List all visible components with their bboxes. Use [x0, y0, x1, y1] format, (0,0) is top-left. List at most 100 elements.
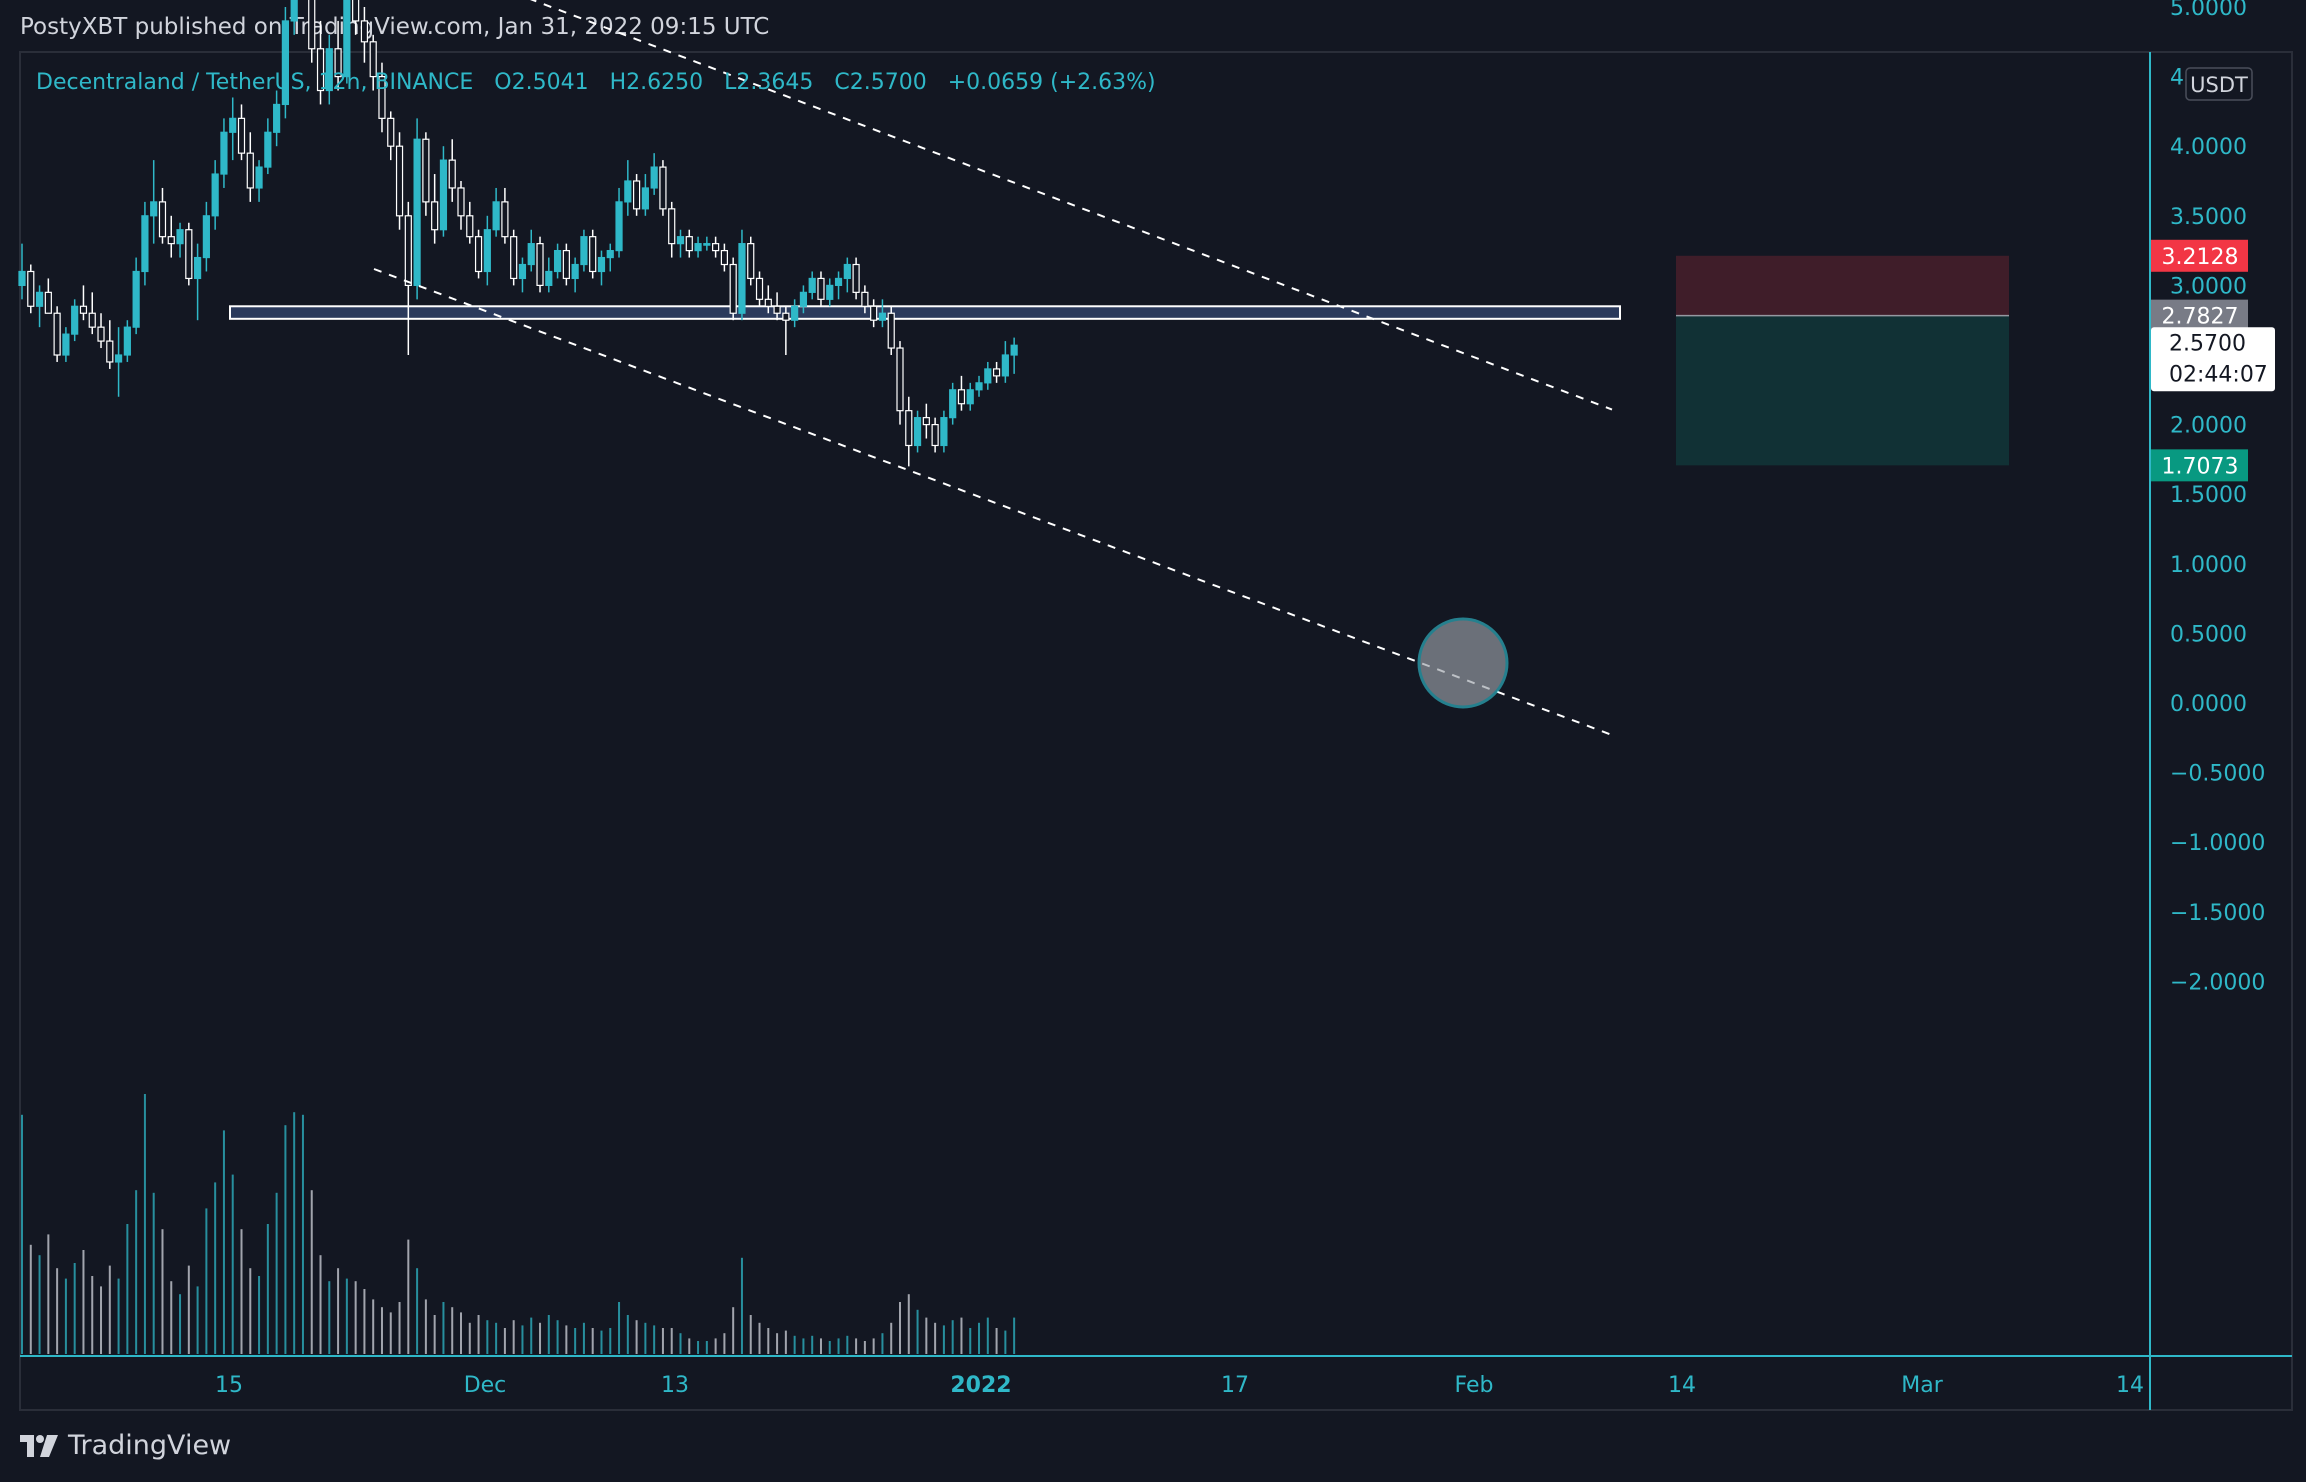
candle-body — [220, 131, 228, 175]
highlight-circle — [1417, 617, 1509, 709]
candle-body — [843, 263, 851, 280]
volume-bar — [539, 1322, 542, 1354]
candle — [826, 278, 834, 307]
candle-body — [114, 354, 123, 363]
legend-symbol[interactable]: Decentraland / TetherUS, 12h, BINANCE — [36, 70, 474, 95]
candle-body — [966, 389, 974, 405]
candle — [913, 410, 922, 453]
candle — [580, 229, 588, 272]
volume-bar — [249, 1268, 252, 1354]
candle — [334, 20, 342, 91]
candle — [975, 375, 983, 397]
time-tick-label: 13 — [661, 1373, 689, 1398]
candle-body — [545, 270, 553, 287]
candle-body — [553, 250, 562, 273]
volume-bar — [512, 1320, 515, 1354]
tradingview-brand[interactable]: TradingView — [20, 1430, 231, 1461]
volume-bar — [574, 1328, 577, 1354]
candle-body — [18, 270, 26, 287]
volume-bar — [214, 1182, 217, 1354]
candle — [106, 320, 114, 369]
candle — [325, 34, 333, 105]
candle — [527, 229, 535, 272]
candle — [755, 271, 764, 307]
volume-bar — [407, 1239, 410, 1354]
volume-bar — [969, 1328, 972, 1354]
candle-body — [369, 41, 377, 78]
currency-badge[interactable]: USDT — [2185, 67, 2253, 101]
candle-body — [878, 312, 887, 321]
volume-bar — [73, 1263, 76, 1354]
stop-loss-tag-label: 3.2128 — [2162, 245, 2239, 270]
volume-bar — [108, 1265, 111, 1354]
candle — [88, 292, 96, 335]
time-tick-label: 14 — [1668, 1373, 1696, 1398]
volume-bar — [881, 1333, 884, 1354]
volume-bar — [231, 1174, 234, 1354]
candle-body — [764, 298, 772, 307]
candle — [518, 257, 527, 293]
volume-bar — [389, 1312, 392, 1354]
candle — [264, 118, 272, 175]
candle — [791, 299, 799, 328]
descending-trendline — [529, 0, 1613, 411]
volume-bar — [661, 1328, 664, 1354]
price-tick-label: 3.5000 — [2170, 205, 2247, 230]
candle-body — [237, 117, 246, 154]
volume-bar — [152, 1192, 155, 1354]
candle-body — [62, 333, 70, 356]
candle-body — [773, 305, 781, 314]
volume-bar — [38, 1255, 41, 1354]
candle-body — [202, 215, 210, 259]
candle — [887, 306, 895, 355]
candle — [237, 104, 246, 161]
candle-body — [536, 243, 544, 286]
candle-body — [44, 291, 52, 314]
candle-body — [870, 305, 878, 321]
candle — [483, 215, 491, 286]
candle — [510, 229, 518, 286]
candle-body — [527, 243, 535, 266]
price-tick-label: 3.0000 — [2170, 274, 2247, 299]
candle — [624, 160, 632, 216]
volume-bar — [863, 1341, 866, 1354]
candle-body — [431, 201, 439, 231]
candle — [158, 187, 167, 244]
volume-bar — [284, 1125, 287, 1354]
candle — [738, 229, 746, 321]
volume-bar — [161, 1229, 164, 1354]
published-line: PostyXBT published on TradingView.com, J… — [20, 14, 770, 40]
price-tick-label: 2.0000 — [2170, 414, 2247, 439]
volume-bar — [477, 1315, 480, 1354]
candle — [668, 201, 676, 258]
candle-body — [580, 236, 588, 266]
volume-bar — [100, 1286, 103, 1354]
volume-bar — [460, 1312, 462, 1354]
candle-body — [755, 277, 764, 300]
volume-bar — [170, 1281, 173, 1354]
candle-body — [492, 201, 500, 231]
candle-body — [1010, 344, 1018, 356]
volume-bar — [126, 1224, 129, 1354]
candle — [764, 285, 772, 314]
volume-bar — [705, 1341, 708, 1354]
candle — [949, 382, 957, 425]
volume-bar — [644, 1322, 647, 1354]
candle-body — [624, 180, 632, 203]
candle-body — [510, 236, 518, 280]
candle — [53, 306, 61, 362]
volume-bars — [21, 1094, 1016, 1354]
candle — [202, 201, 210, 272]
candle-body — [334, 48, 342, 78]
candle — [281, 7, 289, 119]
price-tick-label: 1.5000 — [2170, 483, 2247, 508]
current-price-label: 2.5700 — [2169, 331, 2246, 356]
volume-bar — [205, 1208, 208, 1354]
volume-bar — [275, 1192, 278, 1354]
candle-body — [308, 0, 316, 50]
volume-bar — [64, 1278, 67, 1354]
support-zone — [229, 305, 1621, 320]
price-tick-label: −2.0000 — [2170, 970, 2265, 995]
candle — [273, 90, 281, 147]
